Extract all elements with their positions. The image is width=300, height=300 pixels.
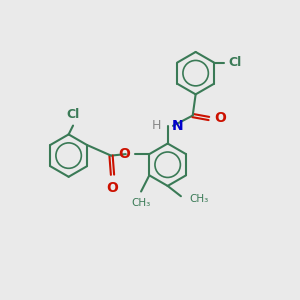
- Text: Cl: Cl: [229, 56, 242, 69]
- Text: O: O: [214, 112, 226, 125]
- Text: O: O: [106, 181, 119, 195]
- Text: H: H: [152, 119, 161, 132]
- Text: CH₃: CH₃: [131, 198, 151, 208]
- Text: CH₃: CH₃: [190, 194, 209, 204]
- Text: O: O: [118, 147, 130, 161]
- Text: Cl: Cl: [66, 108, 80, 121]
- Text: N: N: [172, 119, 183, 133]
